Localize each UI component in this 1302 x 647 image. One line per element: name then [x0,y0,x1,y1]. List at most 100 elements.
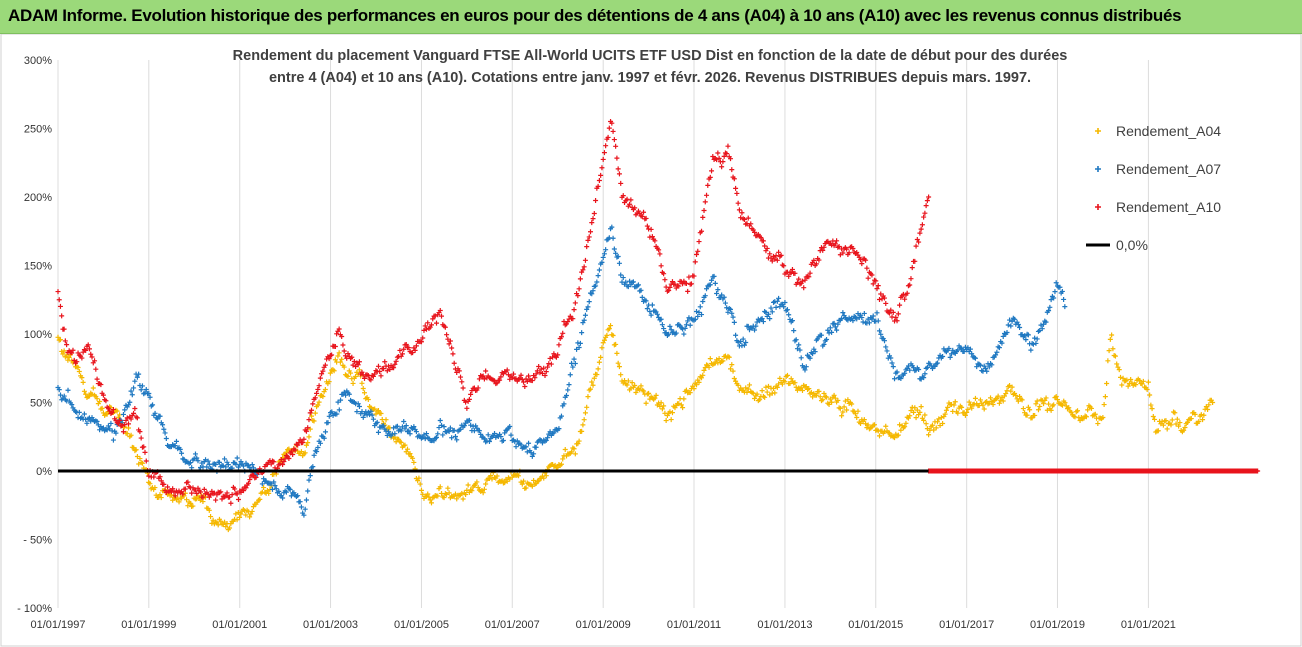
data-point [516,473,522,479]
data-point [733,185,739,191]
data-point [1164,426,1170,432]
data-point [129,392,135,398]
data-point [1052,289,1058,295]
data-point [142,449,148,455]
data-point [205,491,211,497]
data-point [556,426,562,432]
data-point [731,319,737,325]
data-point [707,356,713,362]
data-point [596,178,602,184]
data-point [613,250,619,256]
data-point [1041,321,1047,327]
data-point [754,319,760,325]
data-point [58,392,64,398]
data-point [359,369,365,375]
data-point [1210,400,1216,405]
data-point [763,309,769,315]
data-point [562,446,568,452]
data-point [697,304,703,310]
data-point [210,517,216,523]
data-point [773,253,779,259]
data-point [310,464,316,470]
data-point [536,364,542,370]
data-point [1147,392,1153,398]
data-point [62,338,68,344]
data-point [649,302,655,308]
data-point [782,300,788,306]
data-point [492,431,498,437]
data-point [315,402,321,408]
data-point [382,359,388,365]
data-point [146,390,152,396]
data-point [879,296,885,302]
data-point [1184,419,1190,425]
data-point [345,351,351,357]
data-point [314,390,320,396]
data-point [350,380,356,386]
data-point [249,508,255,514]
data-point [808,390,814,396]
data-point [769,309,775,315]
data-point [738,215,744,221]
data-point [730,314,736,320]
data-point [521,478,527,484]
data-point [161,426,167,432]
data-point [977,397,983,403]
data-point [590,288,596,294]
data-point [437,308,443,314]
data-point [643,215,649,221]
data-point [317,375,323,381]
data-point [460,385,466,391]
data-point [657,251,663,257]
data-point [406,428,412,434]
data-point [297,499,303,505]
data-point [762,394,768,400]
data-point [831,392,837,398]
data-point [861,310,867,316]
data-point [555,464,561,470]
data-point [840,250,846,256]
data-point [648,312,654,318]
data-point [576,286,582,292]
data-point [163,490,169,496]
data-point [504,367,510,373]
data-point [261,476,267,482]
data-point [359,380,365,386]
data-point [545,435,551,441]
data-point [541,365,547,371]
data-point [432,313,438,319]
data-point [249,462,255,468]
data-point [802,367,808,373]
data-point [312,395,318,401]
data-point [451,427,457,433]
data-point [224,490,230,496]
data-point [624,382,630,388]
data-point [821,244,827,250]
data-point [595,183,601,189]
data-point [735,339,741,345]
data-point [191,456,197,462]
data-point [110,406,116,412]
data-point [667,323,673,329]
data-point [1037,328,1043,334]
data-point [569,449,575,455]
data-point [633,390,639,396]
data-point [937,423,943,429]
data-point [182,486,188,492]
data-point [368,408,374,414]
data-point [654,311,660,317]
data-point [852,411,858,417]
data-point [694,252,700,258]
data-point [1068,409,1074,415]
data-point [157,492,163,498]
data-point [466,489,472,495]
data-point [445,485,451,491]
data-point [322,362,328,368]
data-point [700,214,706,220]
legend-label: Rendement_A07 [1116,161,1221,177]
data-point [837,405,843,411]
data-point [936,416,942,422]
data-point [1196,419,1202,425]
data-point [946,345,952,351]
data-point [658,400,664,406]
